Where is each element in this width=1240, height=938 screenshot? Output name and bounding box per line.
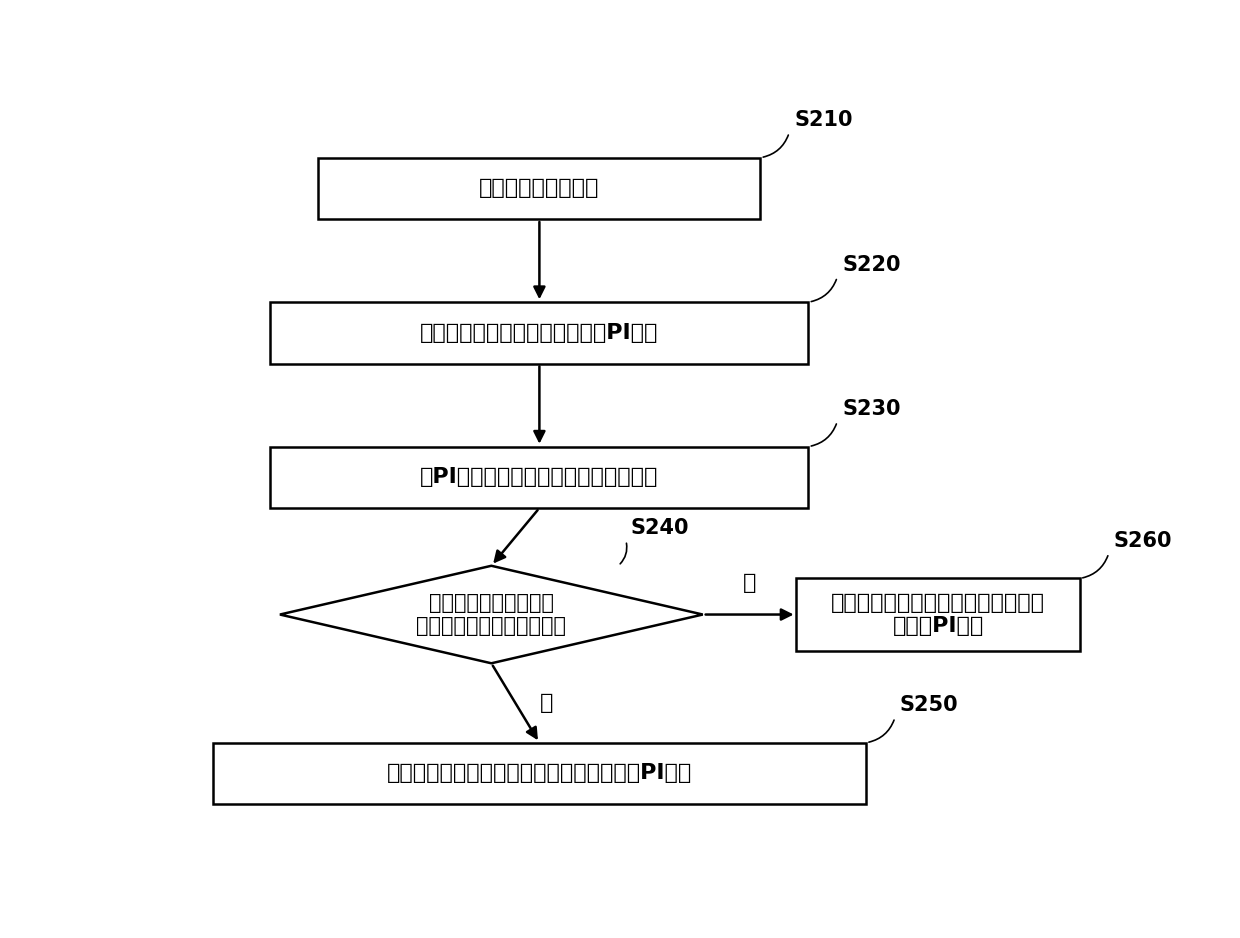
Text: 将电流环设定目标值作为电流环参考
值进行PI运算: 将电流环设定目标值作为电流环参考 值进行PI运算	[831, 593, 1045, 636]
Text: S210: S210	[794, 111, 853, 130]
Text: 获取电机的当前转速: 获取电机的当前转速	[479, 178, 600, 199]
FancyBboxPatch shape	[796, 579, 1080, 651]
Text: S260: S260	[1114, 531, 1172, 551]
FancyBboxPatch shape	[319, 158, 760, 219]
Text: S230: S230	[842, 400, 900, 419]
FancyBboxPatch shape	[213, 743, 866, 804]
Text: 是: 是	[539, 693, 553, 713]
Polygon shape	[280, 566, 703, 663]
Text: 将PI运算的结果作为电流环最大目标值: 将PI运算的结果作为电流环最大目标值	[420, 467, 658, 488]
Text: 判断电流环设定目标值
是否大于电流环最大目标值: 判断电流环设定目标值 是否大于电流环最大目标值	[417, 593, 567, 636]
Text: 否: 否	[743, 573, 756, 593]
FancyBboxPatch shape	[270, 302, 808, 364]
Text: 将当前转速与设定最高转速进行PI运算: 将当前转速与设定最高转速进行PI运算	[420, 323, 658, 343]
Text: S240: S240	[631, 519, 689, 538]
FancyBboxPatch shape	[270, 446, 808, 508]
Text: S220: S220	[842, 255, 900, 275]
Text: S250: S250	[900, 695, 959, 716]
Text: 将电流环最大目标值作为电流环参考值进行PI运算: 将电流环最大目标值作为电流环参考值进行PI运算	[387, 764, 692, 783]
